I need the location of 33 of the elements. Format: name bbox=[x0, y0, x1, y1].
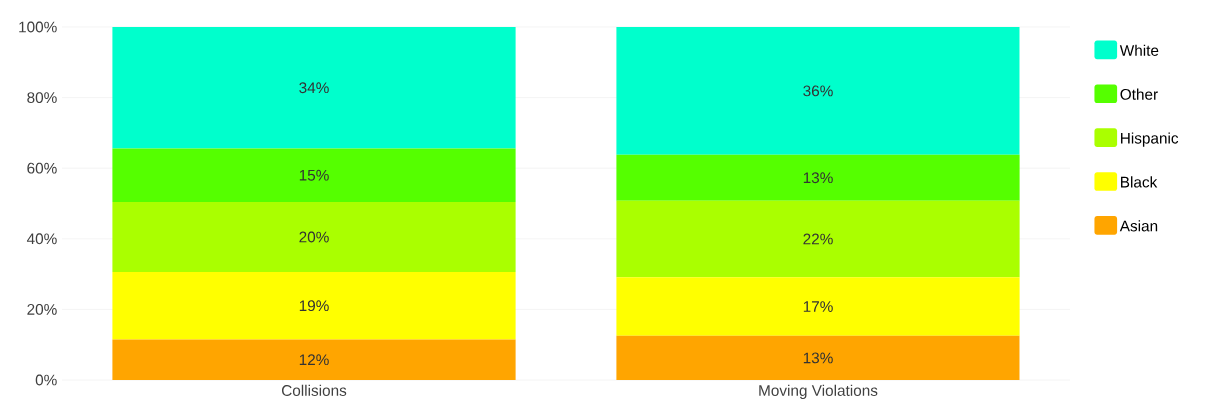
y-tick-label: 40% bbox=[26, 233, 57, 245]
bar bbox=[112, 27, 516, 149]
bar bbox=[616, 27, 1020, 155]
legend-label: Asian bbox=[1119, 220, 1158, 232]
data-label: 19% bbox=[299, 300, 329, 312]
data-label: 20% bbox=[299, 231, 329, 243]
x-tick-label: Collisions bbox=[281, 384, 347, 396]
x-tick-label: Moving Violations bbox=[759, 384, 878, 399]
legend-label: Black bbox=[1121, 176, 1158, 188]
bar bbox=[616, 335, 1020, 380]
bar bbox=[616, 200, 1020, 278]
data-label: 12% bbox=[299, 354, 329, 366]
bar bbox=[112, 339, 516, 380]
y-tick-label: 20% bbox=[27, 303, 57, 315]
data-label: 15% bbox=[299, 169, 329, 181]
bar bbox=[112, 271, 516, 340]
data-label: 13% bbox=[803, 172, 833, 184]
y-tick-label: 0% bbox=[35, 374, 57, 386]
legend-label: Hispanic bbox=[1121, 132, 1179, 147]
bar bbox=[112, 148, 516, 203]
legend-label: Other bbox=[1120, 88, 1158, 100]
y-tick-label: 60% bbox=[27, 162, 57, 174]
y-tick-label: 80% bbox=[27, 92, 57, 104]
bar bbox=[112, 202, 516, 272]
bar bbox=[616, 154, 1020, 201]
bar bbox=[616, 277, 1020, 336]
data-label: 34% bbox=[299, 82, 329, 94]
legend-label: White bbox=[1119, 44, 1159, 56]
y-tick-label: 100% bbox=[19, 21, 57, 33]
data-label: 36% bbox=[803, 85, 833, 97]
data-label: 17% bbox=[803, 301, 833, 312]
data-label: 22% bbox=[803, 233, 833, 245]
data-label: 13% bbox=[803, 352, 833, 364]
